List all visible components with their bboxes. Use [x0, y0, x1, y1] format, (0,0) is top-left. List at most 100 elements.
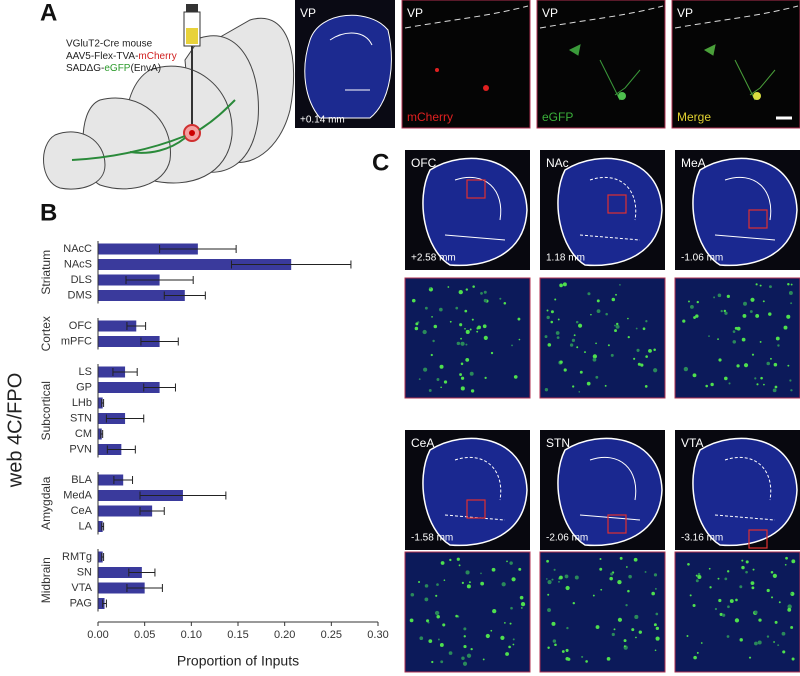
group-label: Striatum: [39, 250, 53, 295]
channel-label: eGFP: [542, 110, 573, 124]
labeled-cell: [599, 557, 602, 561]
labeled-cell: [561, 650, 565, 653]
labeled-cell: [734, 326, 738, 330]
construct-marker: mCherry: [138, 51, 176, 62]
section-coordinate: -2.06 mm: [546, 533, 588, 544]
bar: [98, 582, 145, 594]
labeled-cell: [432, 339, 435, 343]
syringe: [183, 4, 201, 142]
arrow: [198, 99, 236, 131]
labeled-cell: [595, 625, 600, 629]
cell: [753, 92, 761, 100]
labeled-cell: [518, 338, 521, 341]
labeled-cell: [509, 561, 513, 565]
labeled-cell: [458, 289, 463, 295]
group-label: Amygdala: [39, 476, 53, 530]
labeled-cell: [492, 608, 497, 614]
labeled-cell: [653, 573, 658, 577]
labeled-cell: [596, 309, 601, 314]
vp-section: VP +0.14 mm: [295, 0, 395, 128]
bar: [98, 366, 126, 378]
section-grid: OFC +2.58 mm NAc 1.18 mm MeA -1.06 mm CeA -1.58…: [404, 150, 800, 673]
labeled-cell: [572, 601, 576, 605]
labeled-cell: [547, 608, 551, 612]
group-label: Midbrain: [39, 557, 53, 603]
labeled-cell: [749, 310, 753, 313]
labeled-cell: [563, 368, 567, 372]
labeled-cell: [440, 660, 444, 664]
labeled-cell: [743, 301, 747, 306]
labeled-cell: [654, 649, 657, 652]
labeled-cell: [750, 581, 755, 586]
labeled-cell: [414, 326, 419, 331]
labeled-cell: [777, 344, 780, 347]
bar: [98, 567, 142, 578]
labeled-cell: [606, 656, 611, 661]
labeled-cell: [787, 364, 790, 367]
labeled-cell: [754, 610, 758, 615]
labeled-cell: [434, 610, 440, 616]
bar: [98, 336, 160, 347]
labeled-cell: [592, 594, 595, 597]
labeled-cell: [519, 595, 524, 600]
slice-outline: [714, 176, 776, 241]
neuron: [568, 44, 641, 101]
slice: [422, 437, 528, 547]
labeled-cell: [615, 324, 620, 329]
labeled-cell: [743, 363, 749, 368]
labeled-cell: [700, 642, 703, 644]
labeled-cell: [595, 375, 599, 379]
x-tick-label: 0.25: [321, 629, 342, 641]
labeled-cell: [556, 336, 560, 340]
cell: [435, 68, 439, 72]
panel-label: C: [372, 149, 389, 176]
labeled-cell: [431, 660, 434, 664]
bar: [98, 320, 137, 332]
category-label: MedA: [63, 489, 92, 501]
labeled-cell: [428, 389, 432, 392]
cell: [483, 85, 489, 91]
labeled-cell: [696, 651, 699, 654]
labeled-cell: [645, 355, 648, 358]
labeled-cell: [781, 631, 786, 636]
labeled-cell: [484, 376, 487, 380]
labeled-cell: [654, 587, 657, 590]
labeled-cell: [439, 643, 444, 647]
labeled-cell: [461, 656, 465, 660]
labeled-cell: [411, 298, 416, 303]
labeled-cell: [709, 586, 712, 589]
labeled-cell: [500, 635, 505, 640]
labeled-cell: [470, 389, 475, 393]
category-label: VTA: [71, 582, 92, 594]
virus: [186, 28, 198, 44]
bar: [98, 521, 103, 532]
labeled-cell: [736, 364, 740, 368]
labeled-cell: [418, 580, 421, 583]
labeled-cell: [787, 604, 792, 609]
labeled-cell: [786, 314, 791, 319]
slice-outline: [329, 32, 373, 91]
labeled-cell: [741, 565, 745, 570]
labeled-cell: [610, 353, 614, 357]
labeled-cell: [419, 636, 424, 641]
bar: [98, 505, 153, 517]
plunger: [186, 4, 198, 12]
labeled-cell: [636, 348, 640, 352]
labeled-cell: [490, 629, 493, 632]
section-coordinate: -1.58 mm: [411, 533, 453, 544]
labeled-cell: [732, 340, 737, 344]
labeled-cell: [480, 291, 483, 295]
labeled-cell: [448, 651, 453, 655]
construct-line: VGluT2-Cre mouse: [66, 39, 153, 50]
zoom-image: [539, 551, 666, 673]
labeled-cell: [770, 596, 774, 599]
labeled-cell: [653, 623, 657, 627]
slice: [304, 14, 392, 119]
labeled-cell: [517, 317, 521, 321]
arrow: [71, 135, 186, 161]
neuron: [703, 44, 776, 101]
x-tick-label: 0.00: [87, 629, 108, 641]
slice: [422, 157, 528, 267]
category-label: NAcS: [64, 258, 92, 270]
labeled-cell: [430, 353, 433, 357]
